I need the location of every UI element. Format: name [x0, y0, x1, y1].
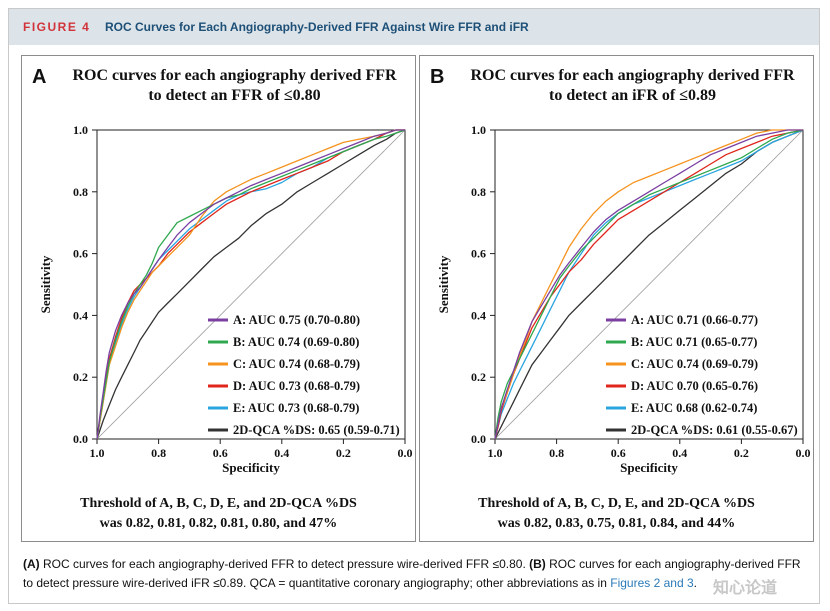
roc-line-qca [96, 129, 406, 440]
roc-line-c [96, 129, 405, 440]
legend-label-b: B: AUC 0.71 (0.65-0.77) [631, 335, 757, 349]
panel-b-title: ROC curves for each angiography derived … [460, 66, 805, 106]
y-axis-label: Sensitivity [38, 255, 53, 313]
roc-chart-a: 1.0 0.8 0.6 0.4 0.2 0.0 0.0 0.2 0.4 0.6 0.8 1.0 Spec… [38, 123, 413, 475]
panel-a-title-line2: to detect an FFR of ≤0.80 [148, 87, 321, 104]
panel-a-threshold-line2: was 0.82, 0.81, 0.82, 0.81, 0.80, and 47… [99, 516, 338, 531]
plot-frame [494, 129, 804, 440]
legend-label-qca: 2D-QCA %DS: 0.61 (0.55-0.67) [631, 423, 798, 437]
roc-line-a [494, 129, 803, 440]
y-tick-label: 0.8 [73, 185, 88, 199]
caption-b-label: (B) [529, 557, 546, 571]
legend-label-qca: 2D-QCA %DS: 0.65 (0.59-0.71) [233, 423, 400, 437]
legend-label-d: D: AUC 0.70 (0.65-0.76) [631, 379, 758, 393]
panel-b-title-line2: to detect an iFR of ≤0.89 [549, 87, 716, 104]
figure-frame: FIGURE 4 ROC Curves for Each Angiography… [8, 8, 820, 604]
legend-label-c: C: AUC 0.74 (0.69-0.79) [631, 357, 758, 371]
x-tick-label: 1.0 [90, 446, 105, 460]
x-tick-label: 0.8 [151, 446, 166, 460]
x-tick-label: 0.0 [398, 446, 413, 460]
reference-diagonal [96, 129, 406, 440]
y-axis-label: Sensitivity [436, 255, 451, 313]
roc-chart-b: 1.0 0.8 0.6 0.4 0.2 0.0 0.0 0.2 0.4 0.6 0.8 1.0 Spec… [436, 123, 811, 475]
figure-label: FIGURE 4 [23, 20, 91, 34]
roc-line-a [96, 129, 405, 440]
y-tick-label: 0.2 [471, 370, 486, 384]
panel-a-threshold-line1: Threshold of A, B, C, D, E, and 2D-QCA %… [80, 496, 357, 511]
y-tick-label: 0.4 [471, 308, 486, 322]
panel-a: A ROC curves for each angiography derive… [21, 55, 416, 542]
x-tick-label: 0.6 [213, 446, 228, 460]
x-tick-label: 0.6 [611, 446, 626, 460]
caption-end: . [693, 576, 697, 590]
y-tick-label: 0.8 [471, 185, 486, 199]
y-tick-label: 0.6 [471, 247, 486, 261]
panel-a-letter: A [32, 66, 47, 88]
y-tick-label: 1.0 [471, 123, 486, 137]
panel-b-threshold: Threshold of A, B, C, D, E, and 2D-QCA %… [420, 494, 813, 534]
legend-label-a: A: AUC 0.71 (0.66-0.77) [631, 313, 758, 327]
y-tick-label: 0.4 [73, 308, 88, 322]
legend-label-b: B: AUC 0.74 (0.69-0.80) [233, 335, 359, 349]
panel-b-threshold-line1: Threshold of A, B, C, D, E, and 2D-QCA %… [478, 496, 755, 511]
x-tick-label: 0.2 [336, 446, 351, 460]
x-tick-label: 1.0 [488, 446, 503, 460]
legend-label-c: C: AUC 0.74 (0.68-0.79) [233, 357, 360, 371]
x-tick-label: 0.8 [549, 446, 564, 460]
caption-a-label: (A) [23, 557, 40, 571]
panel-a-title-line1: ROC curves for each angiography derived … [72, 67, 397, 84]
legend-label-d: D: AUC 0.73 (0.68-0.79) [233, 379, 360, 393]
legend-label-e: E: AUC 0.73 (0.68-0.79) [233, 401, 359, 415]
figure-title: ROC Curves for Each Angiography-Derived … [105, 20, 529, 34]
x-tick-label: 0.4 [672, 446, 687, 460]
plot-frame [96, 129, 406, 440]
caption-figure-link[interactable]: Figures 2 and 3 [610, 576, 694, 590]
y-tick-label: 0.6 [73, 247, 88, 261]
roc-line-b [494, 129, 804, 440]
figure-caption: (A) ROC curves for each angiography-deri… [23, 555, 807, 593]
y-tick-label: 0.0 [73, 432, 88, 446]
y-tick-label: 0.0 [471, 432, 486, 446]
legend-label-a: A: AUC 0.75 (0.70-0.80) [233, 313, 360, 327]
panel-b-title-line1: ROC curves for each angiography derived … [470, 67, 795, 84]
x-tick-label: 0.0 [796, 446, 811, 460]
panel-b: B ROC curves for each angiography derive… [419, 55, 814, 542]
panel-a-threshold: Threshold of A, B, C, D, E, and 2D-QCA %… [22, 494, 415, 534]
reference-diagonal [494, 129, 804, 440]
x-axis-label: Specificity [620, 460, 678, 475]
figure-header-bar: FIGURE 4 ROC Curves for Each Angiography… [9, 9, 819, 45]
roc-line-b [96, 129, 406, 440]
roc-line-e [494, 129, 804, 440]
y-tick-label: 1.0 [73, 123, 88, 137]
y-tick-label: 0.2 [73, 370, 88, 384]
panel-b-threshold-line2: was 0.82, 0.83, 0.75, 0.81, 0.84, and 44… [497, 516, 736, 531]
caption-b-text: ROC curves for each angiography-derived … [23, 557, 801, 590]
x-tick-label: 0.4 [274, 446, 289, 460]
x-tick-label: 0.2 [734, 446, 749, 460]
watermark: 知心论道 [713, 580, 778, 597]
x-axis-label: Specificity [222, 460, 280, 475]
legend-label-e: E: AUC 0.68 (0.62-0.74) [631, 401, 757, 415]
panel-b-letter: B [430, 66, 445, 88]
panel-a-title: ROC curves for each angiography derived … [62, 66, 407, 106]
roc-line-qca [494, 129, 804, 440]
caption-a-text: ROC curves for each angiography-derived … [39, 557, 530, 571]
